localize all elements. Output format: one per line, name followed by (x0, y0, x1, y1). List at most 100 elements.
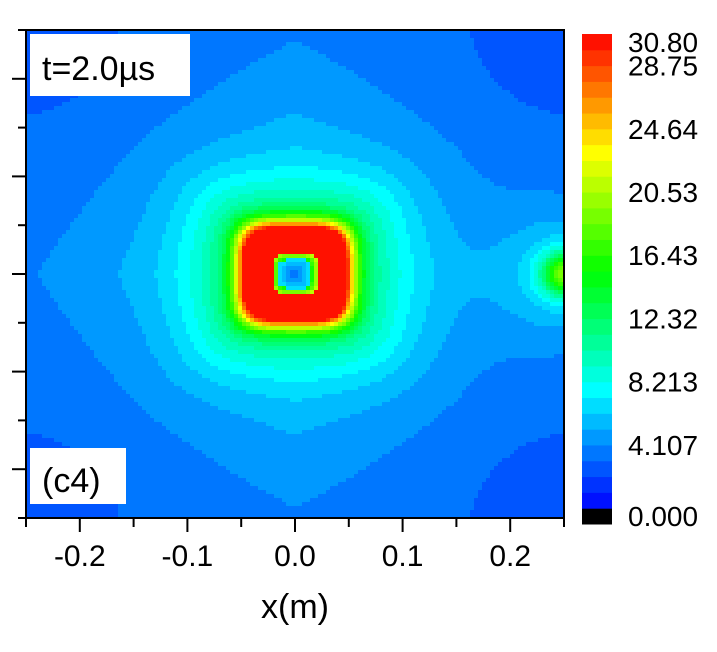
contour-cell (318, 170, 323, 175)
contour-cell (194, 126, 199, 131)
contour-cell (294, 106, 299, 111)
contour-cell (446, 138, 451, 143)
contour-cell (338, 74, 343, 79)
contour-cell (354, 122, 359, 127)
contour-cell (214, 94, 219, 99)
contour-cell (354, 66, 359, 71)
contour-cell (454, 106, 459, 111)
contour-cell (338, 154, 343, 159)
contour-cell (346, 38, 351, 43)
contour-cell (46, 130, 51, 135)
contour-cell (546, 74, 551, 79)
contour-cell (294, 174, 299, 179)
contour-cell (438, 78, 443, 83)
contour-cell (438, 154, 443, 159)
contour-cell (358, 30, 363, 35)
contour-cell (242, 102, 247, 107)
contour-cell (210, 50, 215, 55)
contour-cell (554, 34, 559, 39)
contour-cell (70, 106, 75, 111)
contour-cell (286, 62, 291, 67)
contour-cell (394, 50, 399, 55)
contour-cell (234, 42, 239, 47)
contour-cell (314, 86, 319, 91)
contour-cell (414, 110, 419, 115)
contour-cell (402, 102, 407, 107)
contour-cell (378, 134, 383, 139)
contour-cell (506, 138, 511, 143)
contour-cell (294, 42, 299, 47)
contour-cell (442, 74, 447, 79)
contour-cell (354, 58, 359, 63)
contour-cell (526, 154, 531, 159)
contour-cell (62, 166, 67, 171)
contour-cell (146, 102, 151, 107)
contour-cell (298, 42, 303, 47)
contour-cell (94, 158, 99, 163)
contour-cell (442, 166, 447, 171)
contour-cell (470, 154, 475, 159)
contour-cell (334, 62, 339, 67)
contour-cell (350, 110, 355, 115)
contour-cell (466, 174, 471, 179)
contour-cell (394, 162, 399, 167)
contour-cell (70, 118, 75, 123)
contour-cell (314, 166, 319, 171)
contour-cell (514, 38, 519, 43)
contour-cell (462, 142, 467, 147)
contour-cell (82, 130, 87, 135)
contour-cell (454, 114, 459, 119)
contour-cell (386, 110, 391, 115)
contour-cell (550, 150, 555, 155)
contour-cell (394, 30, 399, 35)
contour-cell (98, 130, 103, 135)
contour-cell (302, 102, 307, 107)
contour-cell (98, 170, 103, 175)
contour-cell (534, 102, 539, 107)
contour-cell (102, 118, 107, 123)
contour-cell (382, 162, 387, 167)
contour-cell (494, 134, 499, 139)
contour-cell (270, 38, 275, 43)
contour-cell (290, 134, 295, 139)
contour-cell (474, 42, 479, 47)
contour-cell (466, 118, 471, 123)
contour-cell (314, 118, 319, 123)
contour-cell (50, 98, 55, 103)
contour-cell (462, 46, 467, 51)
contour-cell (450, 90, 455, 95)
contour-cell (294, 110, 299, 115)
contour-cell (214, 30, 219, 35)
contour-cell (222, 170, 227, 175)
contour-cell (202, 110, 207, 115)
contour-cell (146, 158, 151, 163)
contour-cell (198, 150, 203, 155)
contour-cell (430, 154, 435, 159)
contour-cell (78, 94, 83, 99)
contour-cell (170, 150, 175, 155)
contour-cell (130, 118, 135, 123)
contour-cell (366, 82, 371, 87)
contour-cell (130, 30, 135, 35)
contour-cell (246, 138, 251, 143)
contour-cell (386, 78, 391, 83)
contour-cell (50, 102, 55, 107)
contour-cell (342, 154, 347, 159)
contour-cell (526, 66, 531, 71)
contour-cell (158, 30, 163, 35)
contour-cell (26, 38, 31, 43)
contour-cell (150, 94, 155, 99)
contour-cell (198, 154, 203, 159)
contour-cell (310, 114, 315, 119)
contour-cell (54, 102, 59, 107)
contour-cell (518, 30, 523, 35)
contour-cell (430, 138, 435, 143)
contour-cell (478, 118, 483, 123)
contour-cell (218, 118, 223, 123)
contour-cell (438, 166, 443, 171)
contour-cell (326, 34, 331, 39)
contour-cell (326, 74, 331, 79)
contour-cell (246, 166, 251, 171)
contour-cell (290, 166, 295, 171)
contour-cell (226, 70, 231, 75)
